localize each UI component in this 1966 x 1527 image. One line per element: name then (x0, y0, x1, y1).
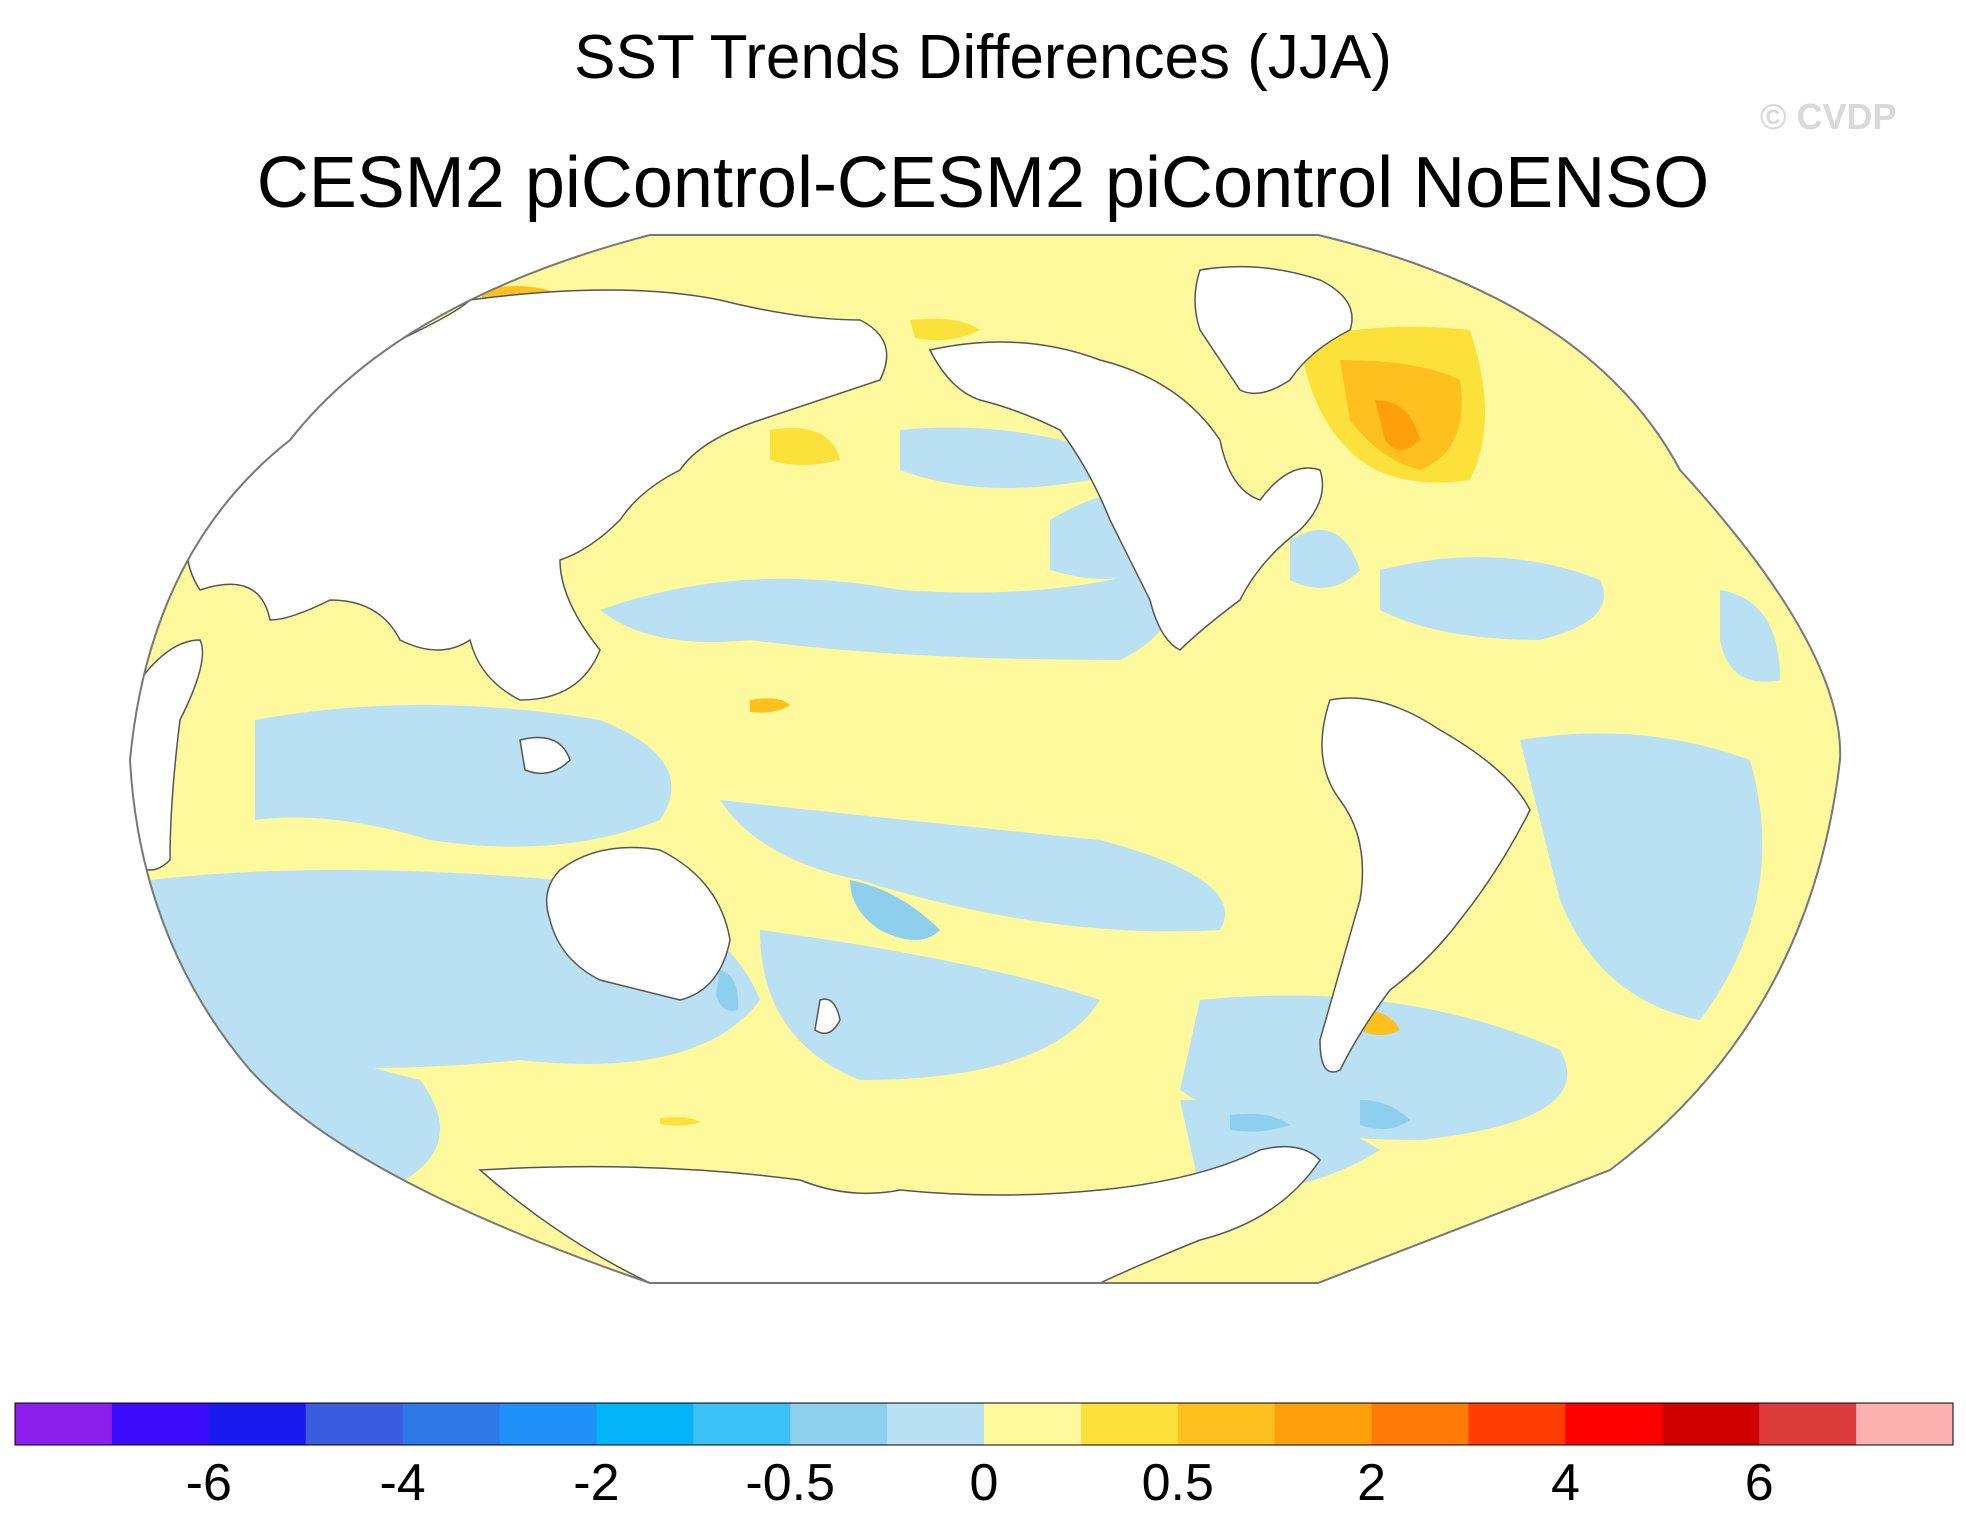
cvdp-watermark: © CVDP (1760, 96, 1897, 137)
positive-anomaly-regions (480, 286, 1485, 1126)
colorbar-tick-label: 4 (1551, 1454, 1580, 1512)
colorbar-swatch (1371, 1403, 1469, 1445)
colorbar-swatch (1468, 1403, 1566, 1445)
land-masses (130, 265, 1531, 1283)
colorbar-swatch (1759, 1403, 1857, 1445)
colorbar-tick-label: 0.5 (1142, 1454, 1214, 1512)
sst-field (130, 235, 1841, 1283)
south-america-landmass (1319, 697, 1531, 1073)
colorbar-swatch (693, 1403, 791, 1445)
colorbar-swatch (984, 1403, 1082, 1445)
greenland-landmass (1194, 265, 1353, 395)
map-title: SST Trends Differences (JJA) (574, 23, 1392, 92)
colorbar-swatch (1080, 1403, 1179, 1445)
colorbar-swatch (1565, 1403, 1663, 1445)
colorbar-tick-label: -0.5 (745, 1454, 835, 1512)
borneo-landmass (519, 736, 571, 775)
colorbar-swatch (402, 1403, 500, 1445)
colorbar-tick-label: -6 (186, 1454, 232, 1512)
colorbar-frame (14, 1402, 1954, 1446)
map-subtitle: CESM2 piControl-CESM2 piControl NoENSO (256, 143, 1710, 223)
colorbar-swatch (208, 1403, 307, 1445)
antarctica-landmass (478, 1145, 1321, 1283)
colorbar-swatch (1662, 1403, 1760, 1445)
colorbar-swatch (1856, 1403, 1954, 1445)
colorbar-tick-label: -4 (379, 1454, 425, 1512)
colorbar-swatch (790, 1403, 888, 1445)
north-america-landmass (928, 341, 1324, 651)
colorbar-tick-label: 2 (1357, 1454, 1386, 1512)
colorbar-swatch (111, 1403, 210, 1445)
colorbar-swatch (305, 1403, 404, 1445)
moderate-negative-regions (716, 880, 1410, 1132)
colorbar-swatch (15, 1403, 113, 1445)
colorbar-swatch (1177, 1403, 1276, 1445)
australia-landmass (545, 846, 731, 1001)
colorbar-tick-label: 6 (1745, 1454, 1774, 1512)
colorbar-tick-label: 0 (970, 1454, 999, 1512)
africa-landmass (130, 639, 204, 871)
new-zealand-landmass (814, 998, 841, 1035)
colorbar-swatch (499, 1403, 597, 1445)
globe-outline (128, 234, 1842, 1284)
colorbar-swatch (596, 1403, 694, 1445)
colorbar-tick-label: -2 (573, 1454, 619, 1512)
colorbar: -6 -4 -2 -0.5 0 0.5 2 4 6 (14, 1402, 1954, 1512)
colorbar-swatch (1274, 1403, 1373, 1445)
colorbar-swatch (887, 1403, 985, 1445)
